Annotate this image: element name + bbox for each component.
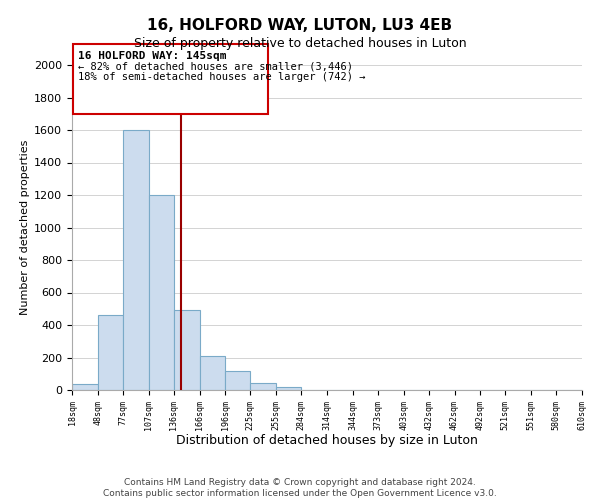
Text: 16 HOLFORD WAY: 145sqm: 16 HOLFORD WAY: 145sqm [78, 51, 227, 61]
Text: ← 82% of detached houses are smaller (3,446): ← 82% of detached houses are smaller (3,… [78, 62, 353, 72]
Bar [173, 310, 199, 390]
Bar [149, 195, 173, 390]
Bar [123, 130, 149, 390]
Text: Contains HM Land Registry data © Crown copyright and database right 2024.
Contai: Contains HM Land Registry data © Crown c… [103, 478, 497, 498]
Bar [276, 387, 301, 390]
Bar [199, 356, 226, 390]
Bar [72, 384, 98, 390]
Bar [98, 316, 123, 390]
Text: 18% of semi-detached houses are larger (742) →: 18% of semi-detached houses are larger (… [78, 72, 365, 83]
Y-axis label: Number of detached properties: Number of detached properties [20, 140, 30, 315]
Text: Size of property relative to detached houses in Luton: Size of property relative to detached ho… [134, 38, 466, 51]
Bar [73, 44, 268, 114]
Bar [226, 370, 250, 390]
Text: 16, HOLFORD WAY, LUTON, LU3 4EB: 16, HOLFORD WAY, LUTON, LU3 4EB [148, 18, 452, 32]
Bar [250, 382, 276, 390]
X-axis label: Distribution of detached houses by size in Luton: Distribution of detached houses by size … [176, 434, 478, 447]
